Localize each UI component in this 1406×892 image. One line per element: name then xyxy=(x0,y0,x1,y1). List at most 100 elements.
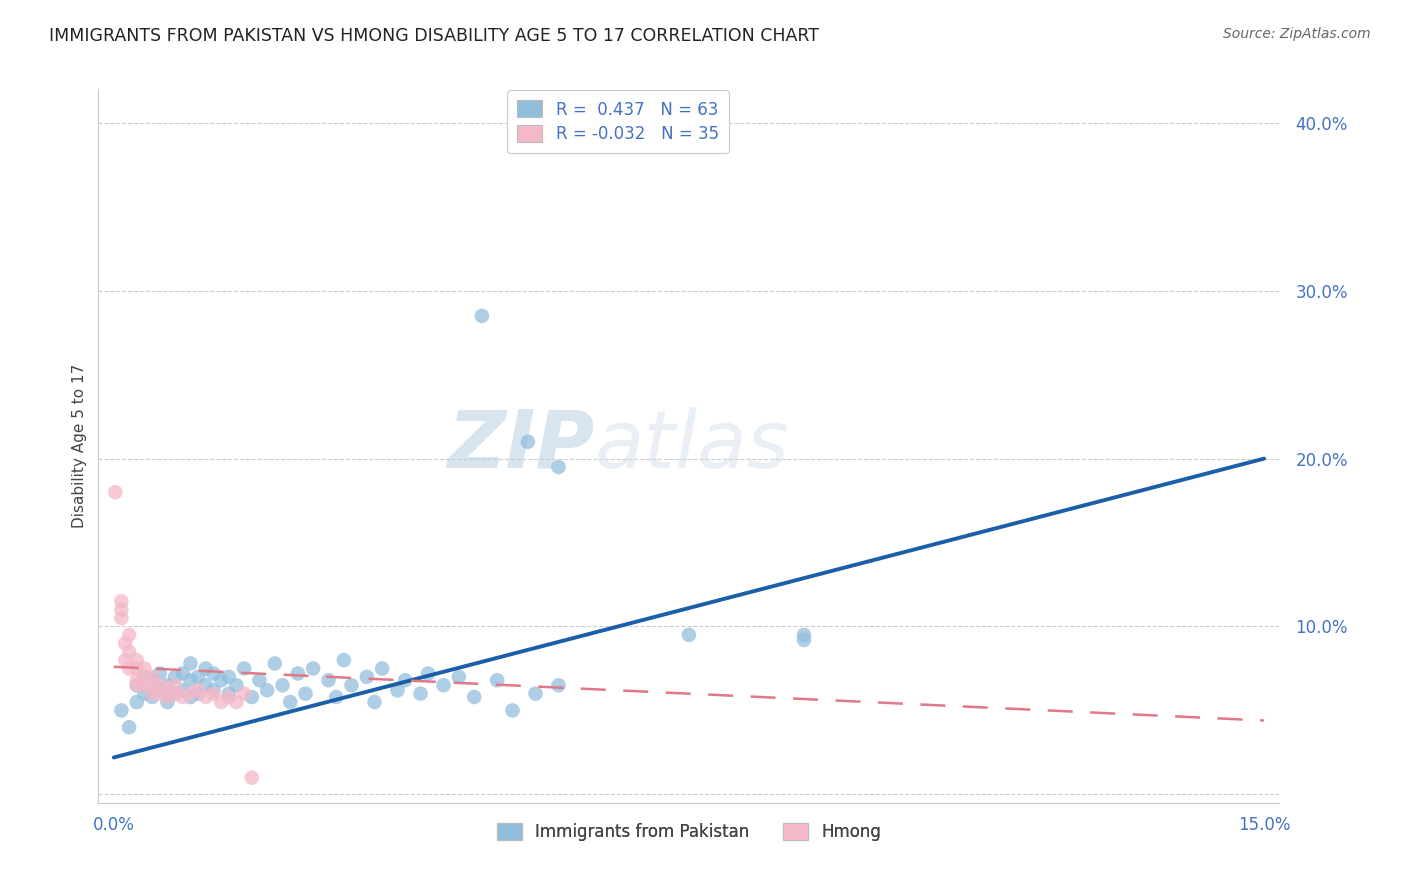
Point xyxy=(194,678,217,692)
Point xyxy=(172,666,194,681)
Point xyxy=(110,594,132,608)
Point xyxy=(165,670,187,684)
Point xyxy=(194,690,217,704)
Point xyxy=(179,687,201,701)
Point xyxy=(294,687,316,701)
Point xyxy=(172,690,194,704)
Point xyxy=(202,666,225,681)
Point xyxy=(125,678,148,692)
Point xyxy=(463,690,485,704)
Point xyxy=(233,687,256,701)
Point xyxy=(134,678,156,692)
Point xyxy=(287,666,309,681)
Point xyxy=(141,687,163,701)
Point xyxy=(502,703,524,717)
Point xyxy=(125,653,148,667)
Point xyxy=(187,670,209,684)
Point xyxy=(547,460,569,475)
Point xyxy=(447,670,470,684)
Point xyxy=(125,661,148,675)
Point xyxy=(225,695,247,709)
Point xyxy=(318,673,340,688)
Point xyxy=(156,695,179,709)
Point xyxy=(547,678,569,692)
Point xyxy=(409,687,432,701)
Y-axis label: Disability Age 5 to 17: Disability Age 5 to 17 xyxy=(72,364,87,528)
Point xyxy=(218,690,240,704)
Point xyxy=(240,690,263,704)
Point xyxy=(134,670,156,684)
Point xyxy=(278,695,301,709)
Point xyxy=(165,687,187,701)
Point xyxy=(356,670,378,684)
Point xyxy=(516,434,538,449)
Point xyxy=(118,628,141,642)
Point xyxy=(394,673,416,688)
Point xyxy=(302,661,325,675)
Point xyxy=(134,687,156,701)
Point xyxy=(125,673,148,688)
Point xyxy=(233,661,256,675)
Point xyxy=(202,683,225,698)
Point xyxy=(179,673,201,688)
Point xyxy=(110,603,132,617)
Point xyxy=(218,687,240,701)
Point xyxy=(678,628,700,642)
Point xyxy=(249,673,271,688)
Point xyxy=(225,678,247,692)
Point xyxy=(187,687,209,701)
Point xyxy=(114,636,136,650)
Point xyxy=(325,690,347,704)
Point xyxy=(110,611,132,625)
Point xyxy=(149,666,172,681)
Point xyxy=(141,670,163,684)
Text: ZIP: ZIP xyxy=(447,407,595,485)
Point xyxy=(793,628,815,642)
Point xyxy=(363,695,385,709)
Point xyxy=(793,632,815,647)
Text: Source: ZipAtlas.com: Source: ZipAtlas.com xyxy=(1223,27,1371,41)
Point xyxy=(125,695,148,709)
Point xyxy=(256,683,278,698)
Point xyxy=(118,661,141,675)
Point xyxy=(156,681,179,696)
Point xyxy=(165,687,187,701)
Point xyxy=(432,678,454,692)
Point xyxy=(156,690,179,704)
Point xyxy=(271,678,294,692)
Point xyxy=(209,695,232,709)
Point xyxy=(387,683,409,698)
Point xyxy=(141,673,163,688)
Point xyxy=(118,645,141,659)
Point xyxy=(141,690,163,704)
Point xyxy=(340,678,363,692)
Point xyxy=(486,673,509,688)
Point xyxy=(141,678,163,692)
Point xyxy=(179,657,201,671)
Point xyxy=(418,666,440,681)
Point xyxy=(333,653,356,667)
Point xyxy=(110,703,132,717)
Point xyxy=(524,687,547,701)
Point xyxy=(240,771,263,785)
Point xyxy=(125,678,148,692)
Point xyxy=(114,653,136,667)
Point xyxy=(118,720,141,734)
Point xyxy=(179,690,201,704)
Point xyxy=(165,678,187,692)
Point xyxy=(134,670,156,684)
Point xyxy=(172,683,194,698)
Point xyxy=(187,683,209,698)
Text: IMMIGRANTS FROM PAKISTAN VS HMONG DISABILITY AGE 5 TO 17 CORRELATION CHART: IMMIGRANTS FROM PAKISTAN VS HMONG DISABI… xyxy=(49,27,820,45)
Point xyxy=(149,678,172,692)
Point xyxy=(149,687,172,701)
Point xyxy=(202,687,225,701)
Point xyxy=(134,661,156,675)
Point xyxy=(218,670,240,684)
Point xyxy=(156,678,179,692)
Text: atlas: atlas xyxy=(595,407,789,485)
Point xyxy=(471,309,494,323)
Point xyxy=(194,661,217,675)
Point xyxy=(149,683,172,698)
Legend: Immigrants from Pakistan, Hmong: Immigrants from Pakistan, Hmong xyxy=(491,816,887,848)
